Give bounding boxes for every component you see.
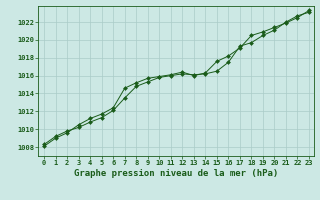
X-axis label: Graphe pression niveau de la mer (hPa): Graphe pression niveau de la mer (hPa) <box>74 169 278 178</box>
